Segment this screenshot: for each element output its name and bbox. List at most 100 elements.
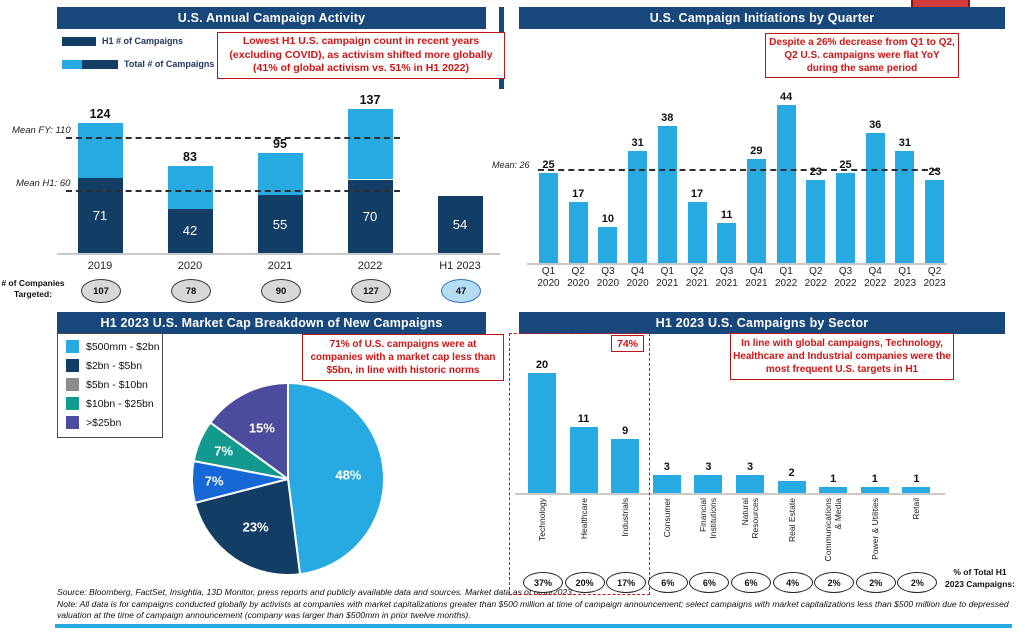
quarter-bar (895, 151, 915, 263)
annual-x-H1 2023: H1 2023 (439, 260, 481, 272)
annual-h1-value: 71 (92, 208, 108, 224)
quarter-value: 23 (809, 166, 822, 179)
annual-total-value: 83 (183, 149, 197, 164)
quarter-x-label: Q4 2022 (864, 266, 887, 289)
companies-targeted-2020: 78 (171, 279, 211, 303)
sector-pct: 2% (814, 572, 855, 593)
quarter-bar (539, 173, 558, 263)
quarter-bar (776, 104, 796, 263)
quarter-x-label: Q4 2021 (745, 266, 768, 289)
sector-x-axis (515, 493, 945, 495)
quarter-value: 29 (750, 144, 763, 157)
sector-pct: 2% (897, 572, 938, 593)
companies-targeted-2021: 90 (261, 279, 301, 303)
annual-bar-rest-2021 (257, 153, 303, 196)
quarter-bar (568, 201, 588, 263)
pie-slice-23% (193, 477, 302, 576)
methodology-note: Note: All data is for campaigns conducte… (57, 599, 1009, 620)
quarter-x-label: Q1 2020 (537, 266, 560, 289)
mean-h1-line (66, 190, 400, 192)
annual-bar-rest-2020 (167, 165, 213, 209)
legend-label: Total # of Campaigns (124, 59, 215, 69)
legend-label: $500mm - $2bn (86, 340, 160, 353)
legend-swatch (66, 340, 79, 353)
quarter-value: 31 (631, 137, 644, 150)
sector-bar (777, 481, 806, 493)
annual-legend: H1 # of Campaigns Total # of Campaigns (62, 36, 214, 82)
pie-chart-svg (191, 381, 385, 576)
quarter-value: 25 (839, 159, 852, 171)
quarter-bar (687, 201, 707, 263)
annual-bar-h1-H1 2023 (437, 196, 483, 253)
sector-value: 3 (663, 461, 670, 473)
source-note: Source: Bloomberg, FactSet, Insightia, 1… (57, 587, 575, 597)
quarter-bar (746, 158, 766, 263)
quarter-x-label: Q3 2020 (596, 266, 620, 289)
sector-x-label: Financial Institutions (698, 498, 719, 539)
marketcap-legend-item: $10bn - $25bn (66, 397, 162, 410)
sector-value: 3 (746, 461, 754, 473)
sector-bar (528, 373, 556, 493)
sector-value: 1 (913, 473, 920, 485)
quarterly-chart-title: U.S. Campaign Initiations by Quarter (519, 7, 1005, 29)
quarter-bar (836, 173, 855, 263)
annual-bar-rest-2022 (347, 109, 393, 180)
annual-x-axis (57, 253, 500, 255)
annual-total-value: 95 (273, 137, 287, 152)
sector-pct: 6% (647, 572, 688, 593)
pie-label-23%: 23% (242, 519, 269, 535)
quarter-bar (925, 180, 945, 263)
companies-targeted-2022: 127 (351, 279, 391, 303)
quarter-value: 23 (928, 166, 941, 179)
pie-label-7%: 7% (214, 443, 234, 459)
annual-x-2021: 2021 (267, 260, 293, 272)
legend-label: $5bn - $10bn (86, 378, 148, 391)
sector-x-label: Consumer (661, 498, 672, 538)
annual-x-2022: 2022 (357, 260, 383, 272)
mean-fy-label: Mean FY: 110 (12, 125, 71, 136)
quarter-x-label: Q1 2022 (774, 266, 798, 289)
marketcap-legend-item: $500mm - $2bn (66, 340, 162, 353)
sector-pct: 6% (731, 572, 771, 593)
quarterly-mean-line (538, 169, 938, 171)
companies-targeted-label: # of Companies Targeted: (1, 278, 65, 299)
sector-pct: 6% (689, 572, 730, 593)
sector-value: 1 (871, 473, 878, 485)
sector-bar (736, 475, 764, 493)
annual-bar-h1-2020 (167, 208, 213, 253)
pie-slice-48% (287, 381, 385, 576)
pie-label-48%: 48% (335, 467, 362, 483)
legend-item-total: Total # of Campaigns (62, 59, 214, 69)
sector-callout: In line with global campaigns, Technolog… (730, 333, 954, 380)
sector-x-label: Real Estate (786, 498, 797, 542)
annual-total-value: 137 (359, 93, 381, 108)
sector-x-label: Retail (911, 498, 922, 520)
marketcap-pie: 48% 23% 7% 7% 15% (186, 377, 390, 581)
annual-callout: Lowest H1 U.S. campaign count in recent … (217, 32, 505, 79)
legend-item-h1: H1 # of Campaigns (62, 36, 214, 46)
quarter-bar (865, 133, 885, 263)
quarter-value: 38 (661, 112, 674, 125)
marketcap-callout: 71% of U.S. campaigns were at companies … (302, 334, 504, 381)
legend-swatch (66, 397, 79, 410)
quarter-value: 36 (869, 119, 882, 132)
annual-h1-value: 70 (362, 208, 378, 224)
legend-swatch (66, 359, 79, 372)
quarter-bar (628, 151, 648, 263)
quarter-x-label: Q3 2022 (834, 266, 857, 289)
legend-label: >$25bn (86, 416, 122, 429)
top-sectors-highlight-box (509, 333, 650, 595)
h1-swatch (62, 36, 96, 46)
sector-value: 1 (830, 473, 837, 485)
quarter-x-label: Q4 2020 (626, 266, 649, 289)
quarterly-mean-label: Mean: 26 (492, 160, 530, 170)
top-sectors-percent-badge: 74% (611, 335, 644, 352)
sector-x-label: Natural Resources (740, 498, 760, 539)
sector-bar (860, 487, 889, 493)
pie-slice-15% (208, 381, 289, 481)
pct-of-total-label: % of Total H1 2023 Campaigns: (945, 567, 1015, 589)
sector-pct: 37% (523, 572, 563, 593)
annual-h1-value: 55 (272, 216, 288, 232)
annual-chart-title: U.S. Annual Campaign Activity (57, 7, 486, 29)
